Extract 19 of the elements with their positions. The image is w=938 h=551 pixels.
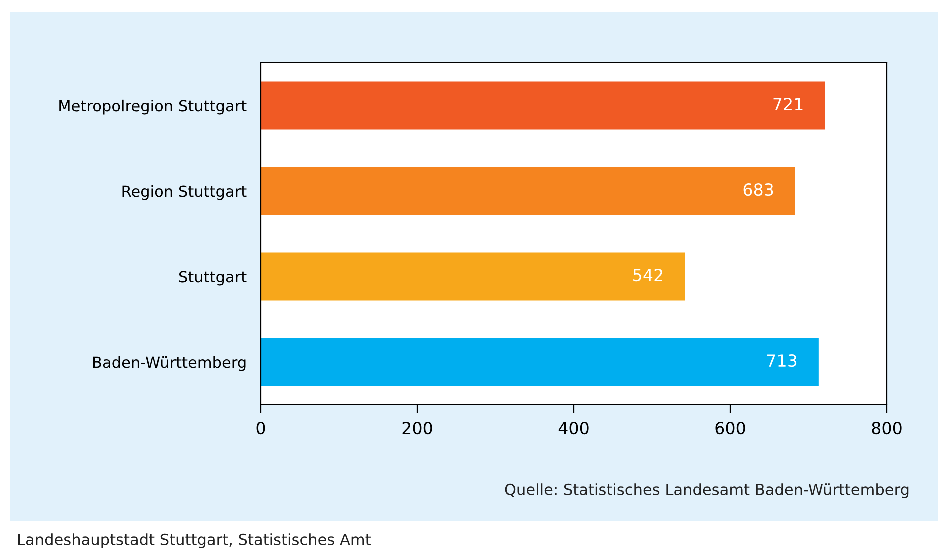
text: Landeshauptstadt Stuttgart, Statistisches Amt <box>18 534 371 548</box>
data-label: 713 <box>768 354 797 368</box>
bar <box>261 82 826 130</box>
x-tick-label: 200 <box>402 422 432 435</box>
y-tick-label: Baden-Württemberg <box>93 356 246 372</box>
y-tick-label: Region Stuttgart <box>122 185 247 200</box>
data-label: 721 <box>774 98 803 110</box>
bar <box>261 338 819 386</box>
x-tick-label: 400 <box>558 422 589 435</box>
source-note: Quelle: Statistisches Landesamt Baden-Württemberg <box>505 484 909 498</box>
bar <box>261 252 686 301</box>
bar <box>261 167 796 216</box>
y-tick-label: Metropolregion Stuttgart <box>60 100 247 115</box>
x-tick-label: 0 <box>256 422 266 435</box>
x-tick-label: 600 <box>716 422 746 435</box>
x-tick-label: 800 <box>872 422 902 435</box>
y-tick-label: Stuttgart <box>179 271 247 286</box>
data-label: 542 <box>634 268 662 282</box>
data-label: 683 <box>744 183 774 196</box>
